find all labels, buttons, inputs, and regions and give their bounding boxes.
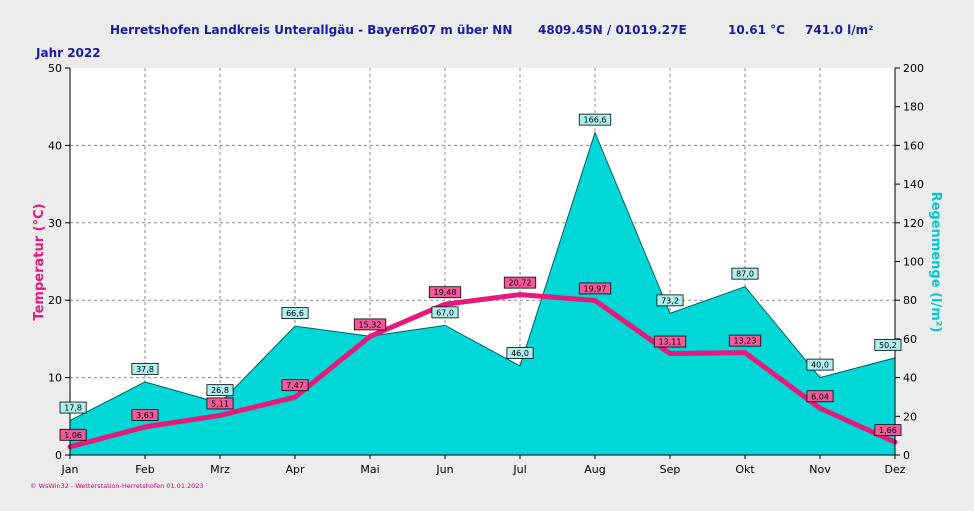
rain-data-label: 50,2 [879, 341, 897, 350]
temperature-data-label-box [59, 428, 87, 441]
temperature-data-label: 19,48 [434, 288, 457, 297]
x-tick-label: Apr [285, 463, 305, 476]
x-tick-label: Mai [360, 463, 379, 476]
y-tick-label-right: 60 [903, 333, 917, 346]
y-tick-label-left: 0 [55, 449, 62, 462]
y-tick-label-right: 180 [903, 101, 924, 114]
rain-data-label-box [578, 113, 612, 126]
rain-data-label-box [281, 307, 309, 320]
rain-data-label-box [131, 362, 159, 375]
y-tick-label-left: 50 [48, 62, 62, 75]
x-tick-label: Aug [584, 463, 605, 476]
rain-data-label: 73,2 [661, 296, 679, 305]
y-tick-label-left: 40 [48, 139, 62, 152]
temperature-data-label: 19,97 [584, 284, 607, 293]
y-tick-label-left: 20 [48, 294, 62, 307]
x-tick-label: Sep [660, 463, 681, 476]
y-tick-label-right: 0 [903, 449, 910, 462]
y-axis-title-left: Temperatur (°C) [32, 203, 47, 320]
year-label: Jahr 2022 [36, 46, 101, 60]
y-tick-label-right: 80 [903, 294, 917, 307]
rain-area [69, 131, 896, 456]
temperature-data-label-box [131, 409, 159, 421]
rain-data-label: 67,0 [436, 308, 454, 317]
rain-data-label-box [59, 401, 87, 414]
y-tick-label-right: 20 [903, 410, 917, 423]
temperature-data-label-box [728, 334, 762, 347]
temperature-data-label: 3,63 [136, 411, 154, 420]
rain-data-label-box [731, 267, 759, 280]
rain-data-label-box [206, 384, 234, 397]
temperature-data-label-box [653, 335, 687, 348]
rain-data-label: 17,8 [64, 404, 82, 413]
temperature-data-label-box [353, 318, 387, 331]
rain-data-label: 26,8 [211, 386, 229, 395]
temperature-data-label: 7,47 [286, 381, 304, 390]
rain-data-label: 87,0 [736, 270, 754, 279]
x-tick-label: Mrz [210, 463, 230, 476]
rain-data-label-box [656, 294, 684, 307]
y-tick-label-right: 160 [903, 139, 924, 152]
rain-data-label-box [431, 306, 459, 319]
temperature-data-label: 5,11 [211, 399, 229, 408]
y-tick-label-right: 140 [903, 178, 924, 191]
temperature-line [67, 292, 898, 450]
total-rain-label: 741.0 l/m² [805, 23, 874, 37]
temperature-data-label-box [503, 276, 537, 289]
temperature-data-label-box [806, 390, 834, 403]
rain-data-label: 166,6 [584, 116, 607, 125]
x-tick-label: Nov [809, 463, 831, 476]
y-tick-label-left: 10 [48, 372, 62, 385]
y-tick-label-right: 200 [903, 62, 924, 75]
rain-data-label-box [874, 338, 902, 351]
temperature-data-label: 6,04 [811, 392, 829, 401]
temperature-data-label-box [281, 379, 309, 392]
temperature-data-label: 1,06 [64, 431, 82, 440]
x-tick-label: Okt [735, 463, 755, 476]
temperature-data-label-box [206, 397, 234, 410]
y-tick-label-left: 30 [48, 217, 62, 230]
footer-credit: © WsWin32 - Wetterstation-Herretshofen 0… [30, 482, 204, 490]
temperature-data-label-box [428, 286, 462, 299]
temperature-data-label: 20,72 [509, 279, 532, 288]
rain-data-label: 66,6 [286, 309, 304, 318]
y-tick-label-right: 40 [903, 372, 917, 385]
temperature-data-label: 15,32 [359, 320, 382, 329]
rain-data-label: 46,0 [511, 349, 529, 358]
coordinates-label: 4809.45N / 01019.27E [538, 23, 687, 37]
rain-data-label-box [506, 347, 534, 359]
x-tick-label: Dez [884, 463, 905, 476]
temperature-data-label-box [578, 282, 612, 295]
rain-data-label-box [806, 358, 834, 371]
temperature-data-label: 1,66 [879, 426, 897, 435]
temperature-data-label: 13,23 [734, 337, 757, 346]
x-tick-label: Jun [435, 463, 453, 476]
y-tick-label-right: 120 [903, 217, 924, 230]
x-tick-label: Jul [512, 463, 526, 476]
y-tick-label-right: 100 [903, 256, 924, 269]
mean-temperature-label: 10.61 °C [728, 23, 785, 37]
rain-data-label: 37,8 [136, 365, 154, 374]
altitude-label: 607 m über NN [411, 23, 513, 37]
x-tick-label: Jan [61, 463, 79, 476]
location-title: Herretshofen Landkreis Unterallgäu - Bay… [110, 23, 415, 37]
rain-data-label: 40,0 [811, 361, 829, 370]
temperature-data-label: 13,11 [659, 338, 682, 347]
chart-header: Herretshofen Landkreis Unterallgäu - Bay… [0, 0, 974, 70]
y-axis-title-right: Regenmenge (l/m²) [928, 192, 943, 333]
x-tick-label: Feb [135, 463, 154, 476]
temperature-data-label-box [874, 424, 902, 437]
